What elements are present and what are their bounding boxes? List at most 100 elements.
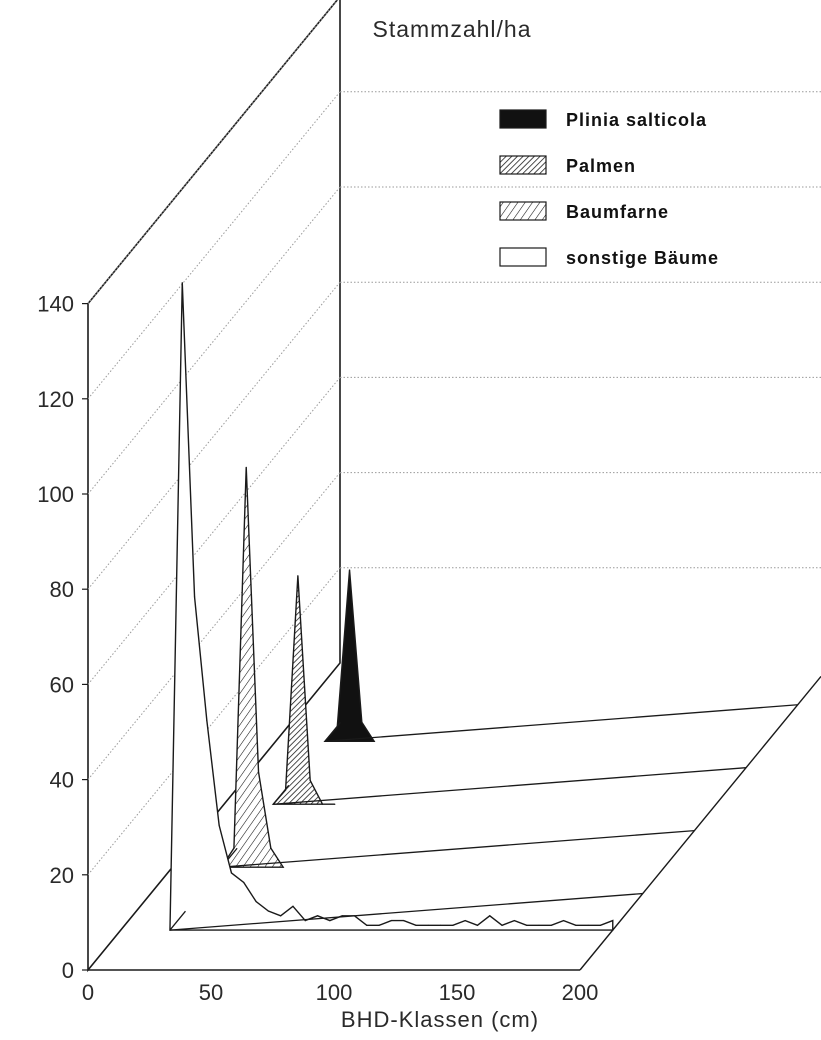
data-point xyxy=(169,929,171,931)
data-point xyxy=(334,803,336,805)
series-edge xyxy=(272,784,290,805)
data-point xyxy=(526,924,528,926)
data-point xyxy=(230,872,233,874)
series-area xyxy=(323,569,376,742)
data-point xyxy=(233,847,235,849)
y-tick-label: 140 xyxy=(37,292,74,317)
series-baumfarne xyxy=(220,466,695,868)
data-point xyxy=(501,924,503,926)
legend-swatch xyxy=(499,155,547,175)
data-point xyxy=(341,915,343,917)
floor-right-edge xyxy=(579,675,821,971)
gridline-left-80 xyxy=(87,281,341,590)
legend-swatch xyxy=(499,247,547,267)
data-point xyxy=(575,924,577,926)
legend-swatch xyxy=(499,201,547,221)
x-tick-label: 0 xyxy=(82,980,94,1005)
data-point xyxy=(599,924,602,926)
series-baseline xyxy=(169,892,643,931)
legend-item: Palmen xyxy=(499,155,636,176)
legend: Plinia salticola Palmen Baumfarne sonstige … xyxy=(499,109,719,268)
data-point xyxy=(309,779,311,782)
y-tick-label: 80 xyxy=(50,577,74,602)
legend-item: Baumfarne xyxy=(499,201,669,222)
data-point xyxy=(255,900,257,903)
data-point xyxy=(329,919,331,922)
data-point xyxy=(538,924,540,926)
legend-label: sonstige Bäume xyxy=(566,248,719,268)
data-point xyxy=(245,466,247,468)
y-tick-label: 120 xyxy=(37,387,74,412)
y-tick-label: 100 xyxy=(37,482,74,507)
gridline-left-100 xyxy=(87,186,341,495)
legend-label: Palmen xyxy=(566,156,636,176)
data-point xyxy=(361,721,363,723)
data-point xyxy=(489,915,491,917)
data-point xyxy=(267,910,269,912)
x-tick-label: 50 xyxy=(199,980,223,1005)
data-point xyxy=(427,924,429,926)
series-palmen xyxy=(271,575,747,805)
series-baseline xyxy=(221,829,695,868)
legend-swatch xyxy=(499,109,547,129)
data-point xyxy=(292,905,294,907)
data-point xyxy=(316,915,319,917)
data-point xyxy=(270,847,272,849)
legend-item: Plinia salticola xyxy=(499,109,707,130)
legend-label: Plinia salticola xyxy=(566,110,707,130)
y-tick-label: 60 xyxy=(50,672,74,697)
data-point xyxy=(562,919,565,922)
series-edge xyxy=(169,910,186,931)
data-point xyxy=(612,919,614,922)
data-point xyxy=(348,569,351,571)
series-area xyxy=(271,575,335,805)
data-point xyxy=(353,915,356,917)
data-point xyxy=(321,803,324,805)
data-point xyxy=(297,575,299,577)
data-point xyxy=(206,720,208,722)
series-baseline xyxy=(273,767,747,805)
data-point xyxy=(550,924,552,926)
data-point xyxy=(218,824,220,826)
data-point xyxy=(280,915,282,917)
x-axis-title: BHD-Klassen (cm) xyxy=(341,1007,539,1032)
y-tick-label: 0 xyxy=(62,958,74,983)
data-point xyxy=(587,924,589,926)
data-point xyxy=(513,919,515,922)
data-point xyxy=(373,740,375,742)
data-point xyxy=(282,866,284,868)
series-sonstige-bäume xyxy=(169,282,643,931)
data-point xyxy=(403,919,405,922)
series-edge xyxy=(324,721,341,742)
y-axis-title: Stammzahl/ha xyxy=(372,16,531,42)
data-point xyxy=(272,803,274,805)
tick-labels: 0 20 40 60 80 100 120 140 0 50 100 150 200 xyxy=(37,292,598,1005)
x-tick-label: 200 xyxy=(562,980,599,1005)
y-tick-label: 40 xyxy=(50,768,74,793)
series-baseline xyxy=(324,704,798,742)
data-point xyxy=(284,789,287,791)
series-plinia-salticola xyxy=(323,569,798,742)
data-point xyxy=(439,924,442,926)
legend-label: Baumfarne xyxy=(566,202,669,222)
data-point xyxy=(476,924,479,926)
data-point xyxy=(193,596,196,598)
data-point xyxy=(366,924,368,926)
y-tick-label: 20 xyxy=(50,863,74,888)
x-tick-label: 100 xyxy=(316,980,353,1005)
data-point xyxy=(452,924,454,926)
series-area xyxy=(220,467,285,868)
data-point xyxy=(390,919,392,922)
data-point xyxy=(181,282,183,284)
legend-item: sonstige Bäume xyxy=(499,247,719,268)
data-point xyxy=(378,924,380,926)
data-point xyxy=(464,919,466,922)
data-point xyxy=(257,771,260,773)
data-point xyxy=(243,881,245,884)
data-point xyxy=(415,924,417,926)
data-point xyxy=(304,919,306,922)
data-point xyxy=(336,726,338,728)
data-point xyxy=(324,740,326,742)
series-layer xyxy=(169,282,798,931)
